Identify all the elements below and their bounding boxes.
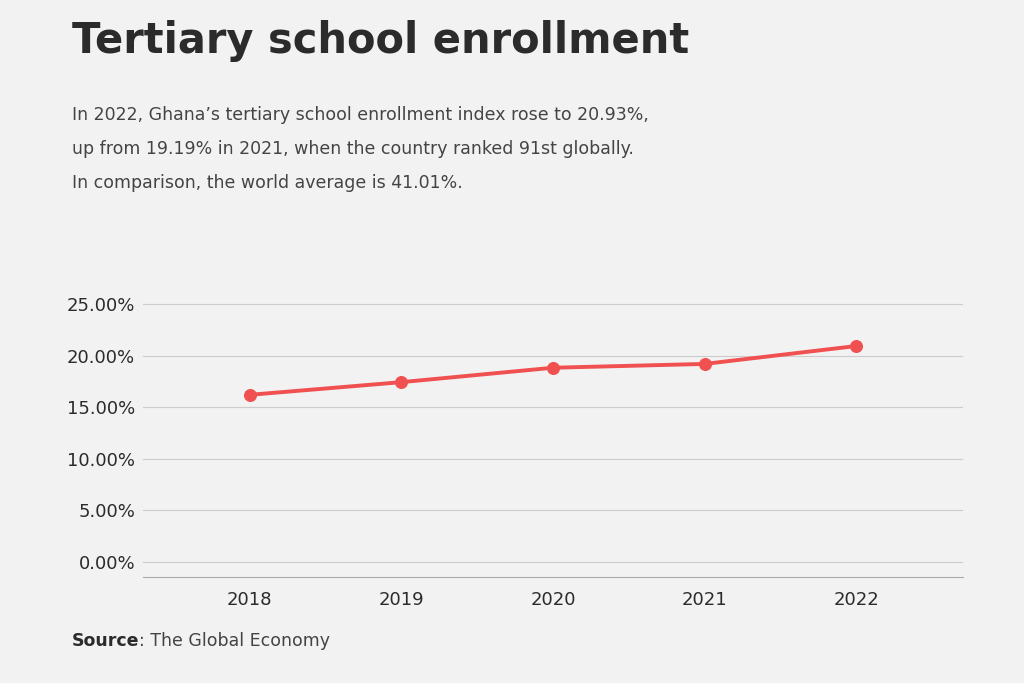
Point bbox=[848, 341, 864, 352]
Text: Tertiary school enrollment: Tertiary school enrollment bbox=[72, 20, 689, 62]
Point bbox=[242, 389, 258, 400]
Text: : The Global Economy: : The Global Economy bbox=[139, 632, 330, 650]
Text: up from 19.19% in 2021, when the country ranked 91st globally.: up from 19.19% in 2021, when the country… bbox=[72, 140, 634, 158]
Text: In comparison, the world average is 41.01%.: In comparison, the world average is 41.0… bbox=[72, 174, 463, 192]
Point bbox=[393, 377, 410, 388]
Text: In 2022, Ghana’s tertiary school enrollment index rose to 20.93%,: In 2022, Ghana’s tertiary school enrollm… bbox=[72, 106, 648, 124]
Point bbox=[696, 359, 713, 370]
Point bbox=[545, 362, 561, 373]
Text: Source: Source bbox=[72, 632, 139, 650]
